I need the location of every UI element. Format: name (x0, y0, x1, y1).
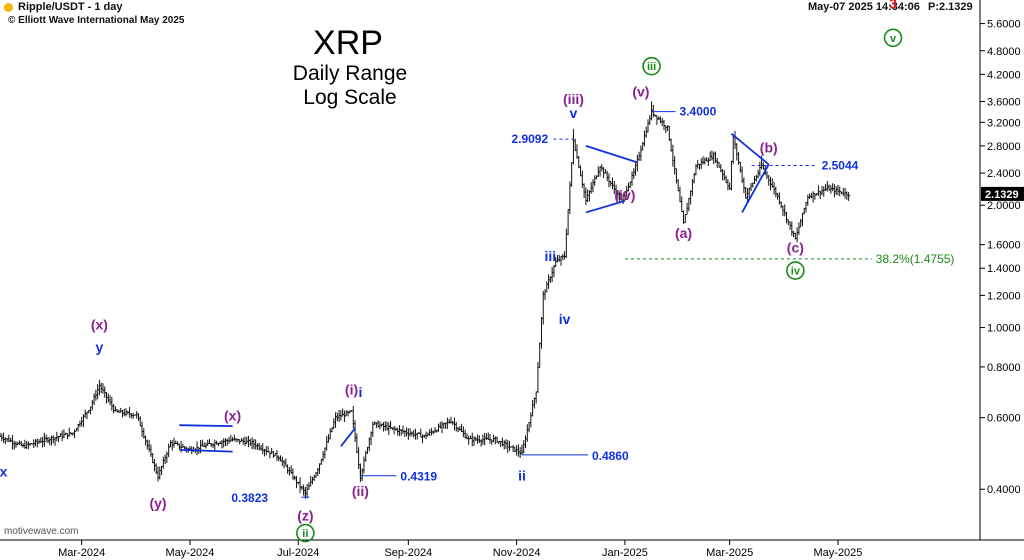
wave-label: (a) (675, 225, 692, 241)
y-tick-label: 5.6000 (987, 19, 1021, 31)
wave-label: (i) (345, 381, 358, 397)
wave-label: v (570, 105, 578, 121)
wave-label: (z) (297, 508, 313, 524)
y-tick-label: 0.4000 (987, 484, 1021, 496)
price-label: 2.5044 (822, 159, 859, 173)
wave-label: ii (302, 528, 308, 540)
wave-label: iv (791, 266, 801, 278)
wave-label: (iv) (614, 187, 635, 203)
y-tick-label: 0.6000 (987, 413, 1021, 425)
trendline (179, 448, 233, 453)
y-tick-label: 1.2000 (987, 290, 1021, 302)
chart-title: XRP (313, 24, 383, 62)
last-price-flag (981, 186, 1024, 201)
datetime-readout: May-07 2025 14:34:06 (808, 1, 920, 13)
price-readout: P:2.1329 (928, 1, 973, 13)
wave-label: (ii) (352, 483, 369, 499)
wave-circle (296, 523, 315, 543)
price-label: 0.4319 (400, 470, 437, 484)
y-tick-label: 1.0000 (987, 323, 1021, 335)
wave-label: (y) (149, 495, 166, 511)
wave-label: i (358, 384, 362, 400)
wave-label: iii (647, 61, 656, 73)
trendline (730, 133, 770, 166)
watermark: motivewave.com (4, 526, 79, 537)
last-price-label: 2.1329 (985, 189, 1019, 201)
x-tick-label: Sep-2024 (384, 547, 432, 559)
x-tick-label: Mar-2024 (58, 547, 105, 559)
fib-label: 38.2%(1.4755) (876, 252, 955, 266)
price-label: 3.4000 (680, 105, 717, 119)
scale-note: Log Scale (303, 86, 397, 109)
y-tick-label: 2.4000 (987, 168, 1021, 180)
trendline (179, 424, 233, 428)
wave-label: (c) (787, 240, 804, 256)
wave-label: (v) (632, 84, 649, 100)
wave-label: 3 (889, 0, 897, 11)
price-label: 0.3823 (231, 491, 268, 505)
wave-label: x (0, 463, 8, 479)
wave-circle (786, 261, 805, 280)
y-tick-label: 1.4000 (987, 263, 1021, 275)
trendline (340, 427, 356, 447)
y-tick-label: 4.8000 (987, 46, 1021, 58)
wave-label: iv (559, 311, 571, 327)
copyright-text: © Elliott Wave International May 2025 (8, 15, 185, 26)
x-tick-label: May-2025 (814, 547, 863, 559)
wave-label: (x) (91, 316, 108, 332)
x-tick-label: May-2024 (166, 547, 215, 559)
y-tick-label: 2.0000 (987, 200, 1021, 212)
y-tick-label: 3.6000 (987, 97, 1021, 109)
price-label: 0.4860 (592, 449, 629, 463)
wave-circle (642, 56, 661, 76)
wave-label: iii (545, 248, 557, 264)
wave-label: (b) (760, 139, 778, 155)
symbol-title: Ripple/USDT - 1 day (18, 1, 123, 13)
trendline (585, 200, 626, 214)
x-tick-label: Jul-2024 (277, 547, 319, 559)
trendline (585, 145, 638, 164)
status-dot-icon (4, 3, 13, 12)
price-label: 2.9092 (511, 132, 548, 146)
x-tick-label: Mar-2025 (706, 547, 753, 559)
x-tick-label: Jan-2025 (602, 547, 648, 559)
y-tick-label: 4.2000 (987, 69, 1021, 81)
chart-subtitle: Daily Range (292, 62, 408, 85)
wave-label: (iii) (563, 91, 584, 107)
wave-label: v (890, 33, 897, 45)
y-tick-label: 2.8000 (987, 141, 1021, 153)
y-tick-label: 0.8000 (987, 362, 1021, 374)
trendline (741, 164, 770, 213)
wave-label: (x) (224, 408, 241, 424)
wave-label: y (96, 339, 104, 355)
wave-label: ii (518, 468, 526, 484)
price-bars (0, 104, 851, 499)
x-tick-label: Nov-2024 (493, 547, 541, 559)
wave-circle (883, 28, 903, 48)
y-tick-label: 3.2000 (987, 117, 1021, 129)
y-tick-label: 1.6000 (987, 240, 1021, 252)
